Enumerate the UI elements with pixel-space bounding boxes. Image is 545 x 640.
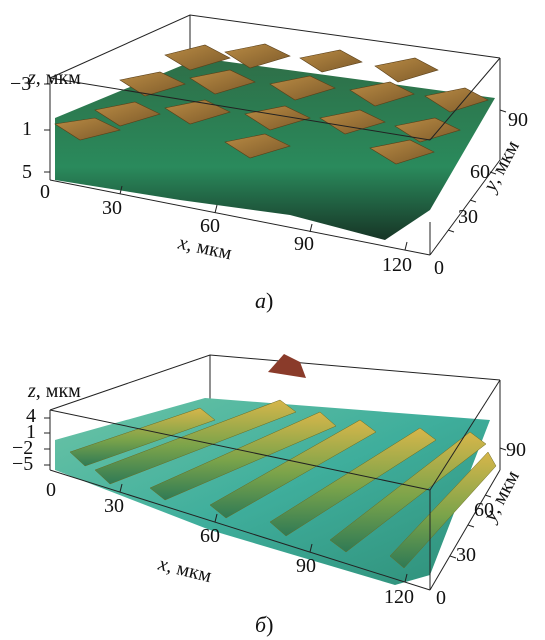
- panel-b-x-tick: 60: [200, 525, 220, 547]
- panel-a-y-tick: 60: [470, 161, 490, 183]
- panel-b-z-tick: 4: [26, 405, 36, 427]
- panel-a-y-tick: 30: [458, 206, 478, 228]
- panel-b-surface-ridges: [69, 399, 497, 569]
- panel-b-z-tick: 1: [26, 421, 36, 443]
- panel-a-z-tick: 1: [22, 118, 32, 140]
- panel-a-x-tick: 120: [382, 254, 412, 276]
- panel-b-x-tick: 30: [104, 495, 124, 517]
- panel-a-y-tick: 0: [434, 257, 444, 279]
- panel-a-x-tick: 0: [40, 181, 50, 203]
- panel-a-z-axis-label: z, мкм: [28, 67, 81, 89]
- panel-a-y-tick: 90: [508, 109, 528, 131]
- panel-b-x-tick: 120: [384, 586, 414, 608]
- panel-b-caption: б): [255, 612, 274, 637]
- panel-b-y-tick: 60: [474, 499, 494, 521]
- panel-b-x-tick: 0: [46, 479, 56, 501]
- panel-a-x-tick: 30: [102, 197, 122, 219]
- panel-b-z-axis-label: z, мкм: [28, 380, 81, 402]
- panel-b-y-tick: 0: [436, 587, 446, 609]
- panel-b-x-tick: 90: [296, 555, 316, 577]
- panel-b-y-tick: 90: [506, 439, 526, 461]
- panel-b-z-tick: −5: [12, 453, 34, 475]
- panel-a-z-tick: −3: [10, 73, 32, 95]
- panel-a-x-tick: 60: [200, 215, 220, 237]
- panel-b-y-tick: 30: [456, 544, 476, 566]
- panel-a-caption: а): [255, 288, 274, 313]
- panel-a-x-tick: 90: [294, 233, 314, 255]
- panel-b-z-tick: −2: [12, 437, 34, 459]
- panel-a-surface-blocks: [54, 43, 489, 165]
- panel-b-peak: [268, 354, 306, 378]
- panel-a-z-tick: 5: [22, 161, 32, 183]
